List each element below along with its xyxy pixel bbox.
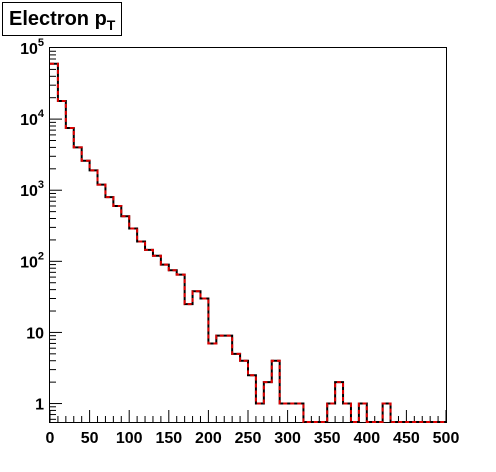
y-tick-label: 105 [20, 37, 44, 58]
histogram-solid-line [50, 62, 446, 423]
y-tick-label: 1 [35, 397, 44, 414]
y-tick-label: 104 [20, 108, 45, 129]
x-tick-labels: 0 50 100 150 200 250 300 350 400 450 500 [46, 430, 460, 447]
x-tick-label: 300 [274, 430, 301, 447]
y-tick-label: 10 [26, 325, 44, 342]
x-tick-label: 350 [314, 430, 341, 447]
x-tick-label: 100 [116, 430, 143, 447]
x-tick-label: 450 [393, 430, 420, 447]
x-tick-label: 500 [433, 430, 460, 447]
chart-title-subscript: T [106, 17, 116, 33]
x-tick-label: 200 [195, 430, 222, 447]
chart-title: Electron p [9, 7, 107, 30]
x-tick-label: 0 [46, 430, 55, 447]
y-tick-label: 103 [20, 179, 44, 200]
x-tick-label: 50 [81, 430, 99, 447]
x-tick-label: 250 [235, 430, 262, 447]
y-tick-labels: 1 10 102 103 104 105 [20, 37, 45, 414]
y-tick-label: 102 [20, 250, 44, 271]
histogram-dashed-line [50, 62, 446, 423]
x-tick-label: 150 [155, 430, 182, 447]
x-tick-label: 400 [353, 430, 380, 447]
plot-frame [49, 47, 447, 423]
histogram-series [50, 62, 446, 423]
axis-ticks [49, 50, 447, 422]
